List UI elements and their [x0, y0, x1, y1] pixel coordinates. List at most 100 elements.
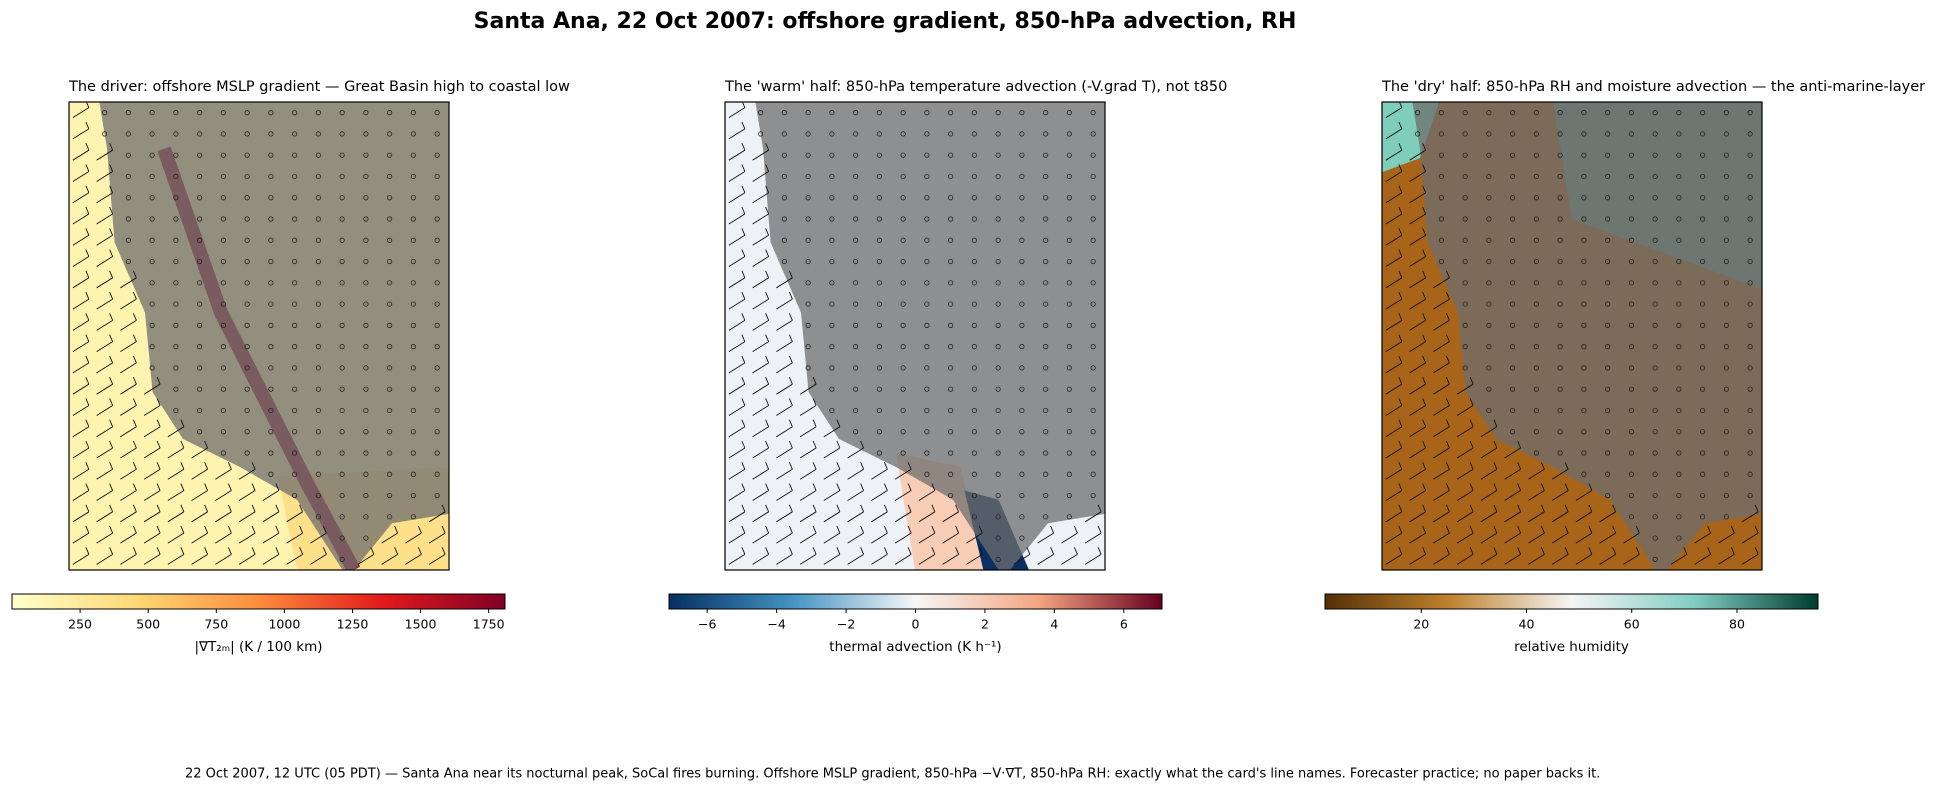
calm-marker — [924, 237, 930, 243]
wind-barb — [1528, 525, 1545, 544]
calm-marker — [995, 471, 1001, 477]
calm-marker — [1066, 131, 1072, 137]
wind-barb — [96, 398, 114, 416]
calm-marker — [1019, 407, 1025, 414]
calm-marker — [220, 450, 226, 456]
calm-marker — [1533, 365, 1539, 371]
calm-marker — [268, 365, 274, 371]
calm-marker — [1652, 322, 1658, 328]
calm-marker — [387, 152, 393, 158]
calm-marker — [1557, 152, 1563, 158]
wind-barb — [215, 525, 232, 544]
wind-barb — [96, 164, 114, 182]
calm-marker — [1652, 237, 1658, 243]
calm-marker — [292, 216, 298, 222]
calm-marker — [1090, 131, 1096, 137]
calm-marker — [1652, 131, 1658, 137]
calm-marker — [220, 429, 226, 435]
calm-marker — [1652, 280, 1658, 286]
wind-barb — [191, 440, 209, 459]
wind-barb — [1575, 525, 1593, 544]
calm-marker — [1090, 195, 1096, 201]
wind-barb — [120, 291, 137, 310]
wind-barb — [894, 504, 912, 523]
wind-barb — [776, 313, 793, 331]
wind-barb — [1409, 334, 1427, 353]
colorbar-tick-label: 750 — [204, 617, 228, 632]
wind-barb — [1433, 398, 1450, 416]
calm-marker — [387, 365, 393, 371]
calm-marker — [1747, 301, 1753, 307]
wind-barb — [167, 462, 185, 480]
calm-marker — [363, 365, 369, 371]
calm-marker — [292, 322, 298, 328]
wind-barb — [72, 334, 90, 353]
calm-marker — [1676, 514, 1682, 520]
wind-barb — [799, 483, 817, 501]
calm-marker — [173, 216, 179, 222]
calm-marker — [1676, 386, 1682, 392]
calm-marker — [1043, 492, 1049, 499]
colorbar-tick-label: −6 — [698, 617, 716, 632]
wind-barb — [191, 483, 209, 501]
colorbar-tick-label: 60 — [1624, 617, 1640, 632]
wind-barb — [776, 547, 793, 565]
calm-marker — [292, 407, 298, 414]
calm-marker — [1090, 237, 1096, 243]
wind-barb — [1433, 419, 1450, 438]
calm-marker — [387, 131, 393, 137]
calm-marker — [173, 237, 179, 243]
calm-marker — [434, 152, 440, 158]
calm-marker — [1700, 280, 1706, 286]
panel-title: The 'dry' half: 850-hPa RH and moisture … — [1381, 79, 1925, 95]
colorbar-label: |∇T₂ₘ| (K / 100 km) — [194, 639, 322, 655]
wind-barb — [1385, 291, 1403, 310]
calm-marker — [244, 429, 250, 435]
calm-marker — [1090, 492, 1096, 499]
wind-barb — [1061, 525, 1078, 544]
calm-marker — [853, 322, 859, 328]
calm-marker — [1652, 492, 1658, 499]
wind-barb — [1480, 547, 1498, 565]
calm-marker — [173, 258, 179, 265]
calm-marker — [1533, 216, 1539, 222]
calm-marker — [1581, 450, 1587, 456]
wind-barb — [1456, 419, 1474, 438]
wind-barb — [1718, 547, 1735, 565]
calm-marker — [805, 365, 811, 371]
calm-marker — [315, 131, 321, 137]
calm-marker — [1533, 429, 1539, 435]
wind-barb — [72, 313, 90, 331]
calm-marker — [853, 195, 859, 201]
calm-marker — [434, 280, 440, 286]
calm-marker — [197, 344, 203, 350]
calm-marker — [1510, 173, 1516, 180]
calm-marker — [434, 450, 440, 456]
wind-barb — [72, 419, 90, 438]
wind-barb — [1433, 440, 1450, 459]
calm-marker — [1019, 258, 1025, 265]
calm-marker — [173, 344, 179, 350]
calm-marker — [1090, 280, 1096, 286]
calm-marker — [268, 131, 274, 137]
calm-marker — [876, 216, 882, 222]
calm-marker — [197, 110, 203, 116]
wind-barb — [871, 483, 888, 501]
wind-barb — [1385, 143, 1403, 161]
wind-barb — [752, 440, 770, 459]
calm-marker — [1462, 365, 1468, 371]
colorbar-tick-label: 4 — [1050, 617, 1058, 632]
calm-marker — [1533, 386, 1539, 392]
calm-marker — [173, 110, 179, 116]
calm-marker — [829, 110, 835, 116]
calm-marker — [1557, 131, 1563, 137]
calm-marker — [1628, 344, 1634, 350]
calm-marker — [805, 322, 811, 328]
calm-marker — [1723, 152, 1729, 158]
calm-marker — [1533, 301, 1539, 307]
calm-marker — [1019, 365, 1025, 371]
calm-marker — [1723, 110, 1729, 116]
calm-marker — [1066, 322, 1072, 328]
calm-marker — [1438, 258, 1444, 265]
calm-marker — [805, 237, 811, 243]
